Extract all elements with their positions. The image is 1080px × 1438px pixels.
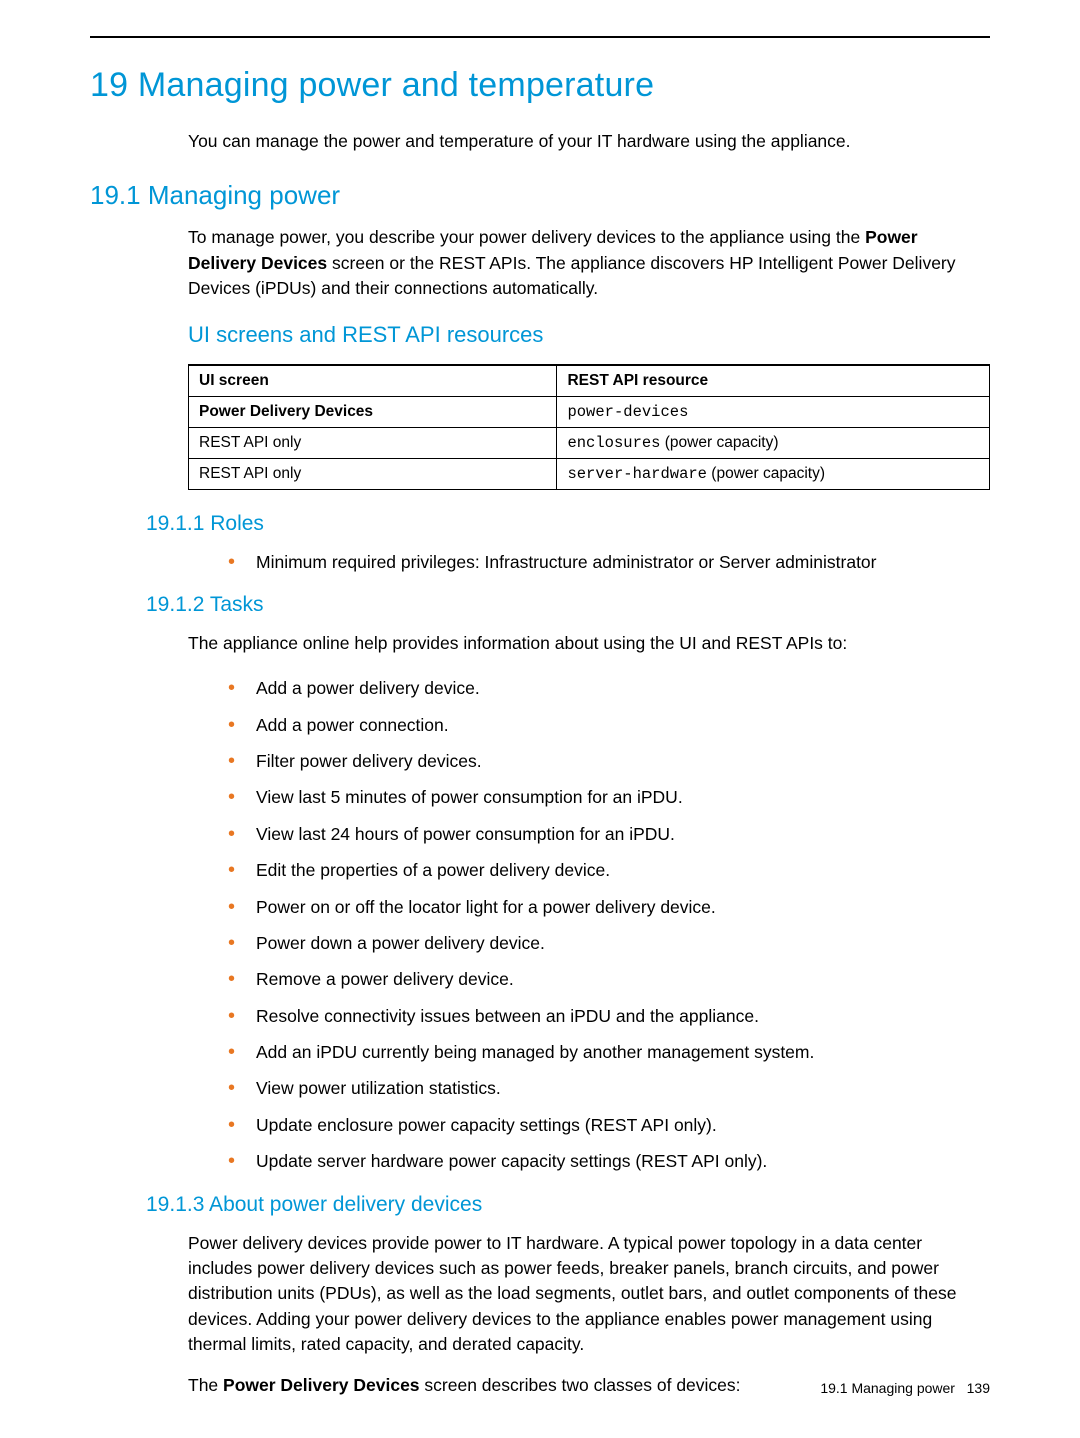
tasks-intro: The appliance online help provides infor…: [188, 631, 990, 656]
about-para1: Power delivery devices provide power to …: [188, 1231, 990, 1358]
cell-api-code: enclosures: [567, 434, 660, 452]
tasks-list: Add a power delivery device. Add a power…: [228, 676, 990, 1174]
body-text: The: [188, 1375, 223, 1395]
list-item: View last 24 hours of power consumption …: [228, 822, 990, 847]
col-ui-screen: UI screen: [189, 365, 557, 397]
chapter-intro: You can manage the power and temperature…: [188, 129, 990, 154]
roles-list: Minimum required privileges: Infrastruct…: [228, 550, 990, 575]
list-item: Minimum required privileges: Infrastruct…: [228, 550, 990, 575]
section-19-1-2-title: 19.1.2 Tasks: [146, 593, 990, 617]
body-text: To manage power, you describe your power…: [188, 227, 865, 247]
document-page: 19 Managing power and temperature You ca…: [0, 0, 1080, 1438]
list-item: Edit the properties of a power delivery …: [228, 858, 990, 883]
list-item: Filter power delivery devices.: [228, 749, 990, 774]
top-rule: [90, 36, 990, 38]
table-row: REST API only enclosures (power capacity…: [189, 427, 990, 458]
list-item: View last 5 minutes of power consumption…: [228, 785, 990, 810]
list-item: Add a power connection.: [228, 713, 990, 738]
cell-api-code: power-devices: [567, 403, 688, 421]
body-text: screen describes two classes of devices:: [420, 1375, 741, 1395]
chapter-title: 19 Managing power and temperature: [90, 66, 990, 105]
list-item: Add an iPDU currently being managed by a…: [228, 1040, 990, 1065]
table-header-row: UI screen REST API resource: [189, 365, 990, 397]
page-footer: 19.1 Managing power 139: [820, 1380, 990, 1396]
ui-rest-heading: UI screens and REST API resources: [188, 322, 990, 348]
list-item: View power utilization statistics.: [228, 1076, 990, 1101]
cell-api-code: server-hardware: [567, 465, 707, 483]
ui-rest-table: UI screen REST API resource Power Delive…: [188, 364, 990, 490]
table-row: REST API only server-hardware (power cap…: [189, 458, 990, 489]
section-19-1-body: To manage power, you describe your power…: [188, 225, 990, 301]
about-body: Power delivery devices provide power to …: [188, 1231, 990, 1399]
list-item: Remove a power delivery device.: [228, 967, 990, 992]
cell-ui: REST API only: [199, 465, 301, 482]
list-item: Update server hardware power capacity se…: [228, 1149, 990, 1174]
power-delivery-devices-label: Power Delivery Devices: [223, 1375, 420, 1395]
cell-api-suffix: (power capacity): [707, 465, 825, 482]
list-item: Resolve connectivity issues between an i…: [228, 1004, 990, 1029]
list-item: Update enclosure power capacity settings…: [228, 1113, 990, 1138]
cell-ui: REST API only: [199, 434, 301, 451]
table-row: Power Delivery Devices power-devices: [189, 396, 990, 427]
section-19-1-3-title: 19.1.3 About power delivery devices: [146, 1193, 990, 1217]
col-rest-api: REST API resource: [557, 365, 990, 397]
list-item: Power on or off the locator light for a …: [228, 895, 990, 920]
footer-page-number: 139: [967, 1380, 990, 1396]
section-19-1-title: 19.1 Managing power: [90, 180, 990, 211]
footer-section-ref: 19.1 Managing power: [820, 1380, 955, 1396]
list-item: Add a power delivery device.: [228, 676, 990, 701]
list-item: Power down a power delivery device.: [228, 931, 990, 956]
cell-ui: Power Delivery Devices: [199, 403, 373, 420]
section-19-1-1-title: 19.1.1 Roles: [146, 512, 990, 536]
cell-api-suffix: (power capacity): [660, 434, 778, 451]
